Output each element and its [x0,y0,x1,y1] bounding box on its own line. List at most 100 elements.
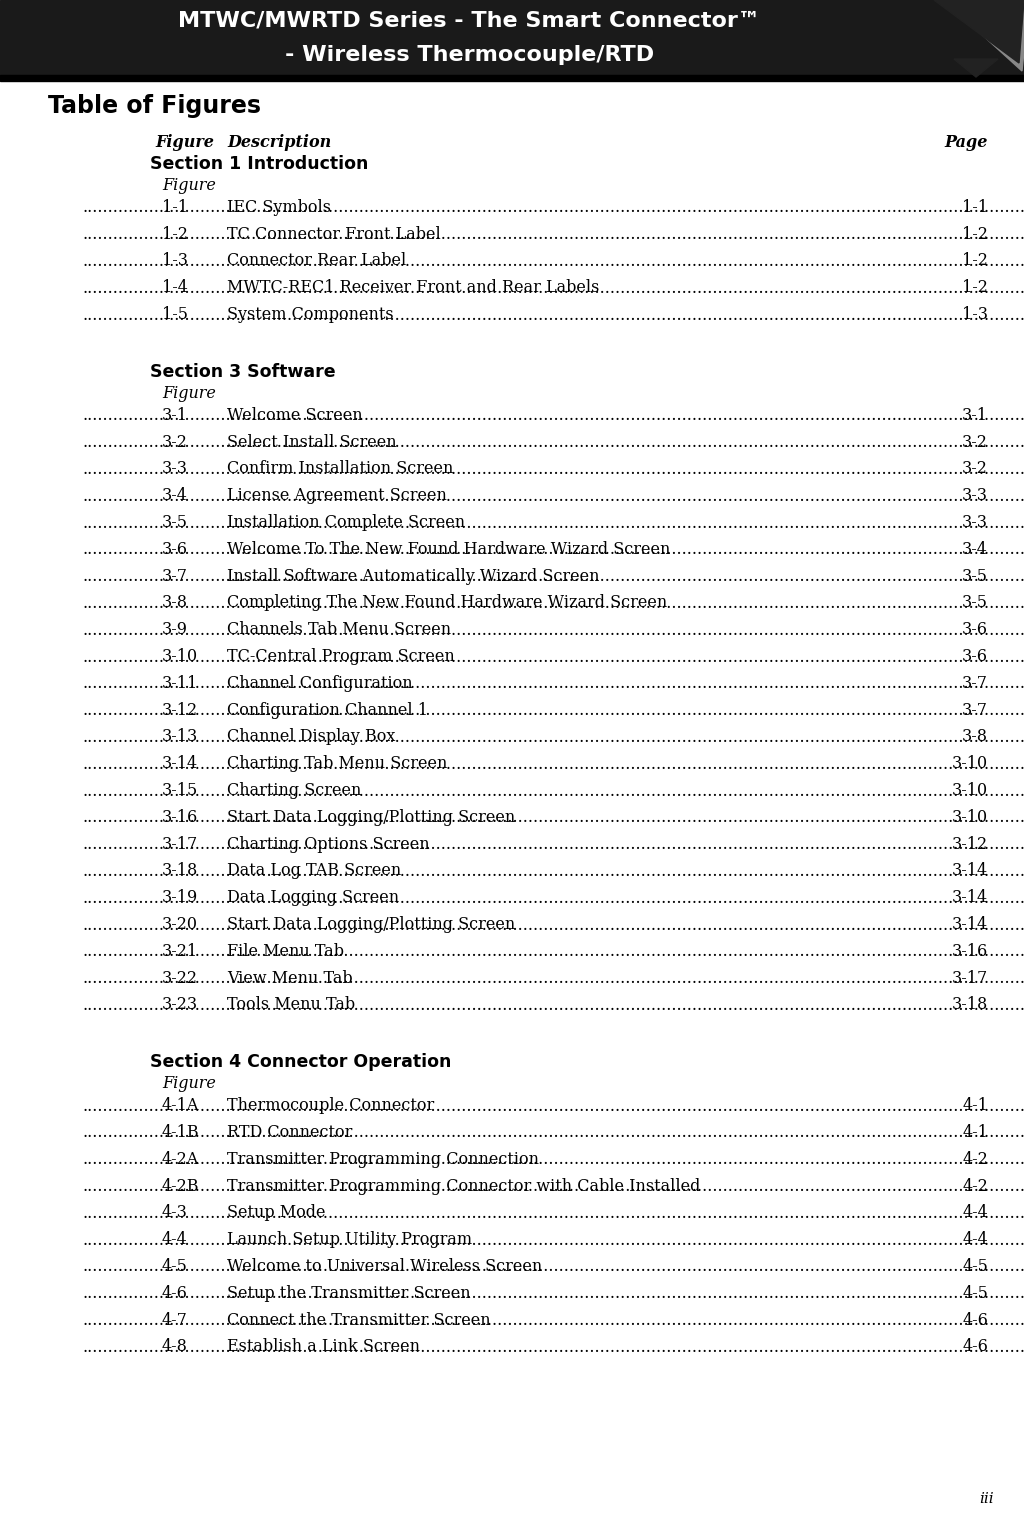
Text: Welcome Screen: Welcome Screen [227,406,362,423]
Text: ................................................................................: ........................................… [83,594,1024,611]
Text: 3-10: 3-10 [952,755,988,772]
Text: 3-13: 3-13 [162,729,199,746]
Text: 4-1: 4-1 [963,1125,988,1141]
Text: ................................................................................: ........................................… [83,703,1024,720]
Text: Completing The New Found Hardware Wizard Screen: Completing The New Found Hardware Wizard… [227,594,668,611]
Text: 3-3: 3-3 [162,460,188,477]
Text: 3-18: 3-18 [162,862,199,880]
Text: - Wireless Thermocouple/RTD: - Wireless Thermocouple/RTD [285,44,654,66]
Text: 3-8: 3-8 [962,729,988,746]
Text: Setup Mode: Setup Mode [227,1204,326,1221]
Text: 4-8: 4-8 [162,1339,187,1355]
Text: Connector Rear Label: Connector Rear Label [227,252,407,269]
Text: Figure: Figure [162,385,216,402]
Text: 1-4: 1-4 [162,280,187,296]
Text: ................................................................................: ........................................… [83,863,1024,880]
Text: 3-23: 3-23 [162,996,198,1013]
Text: 1-2: 1-2 [963,226,988,243]
Text: License Agreement Screen: License Agreement Screen [227,487,446,504]
Text: 4-1: 4-1 [963,1097,988,1114]
Text: 4-5: 4-5 [963,1258,988,1274]
Text: 3-18: 3-18 [951,996,988,1013]
Text: 3-7: 3-7 [962,701,988,718]
Text: ................................................................................: ........................................… [83,1232,1024,1248]
Text: MWTC-REC1 Receiver Front and Rear Labels: MWTC-REC1 Receiver Front and Rear Labels [227,280,599,296]
Text: Section 4 Connector Operation: Section 4 Connector Operation [150,1053,452,1071]
Text: 3-12: 3-12 [952,836,988,853]
Text: ................................................................................: ........................................… [83,1097,1024,1115]
Text: ................................................................................: ........................................… [83,515,1024,532]
Text: ................................................................................: ........................................… [83,648,1024,666]
Text: 4-2B: 4-2B [162,1178,200,1195]
Text: 3-1: 3-1 [162,406,188,423]
Text: 4-5: 4-5 [162,1258,187,1274]
Text: Description: Description [227,133,331,150]
Text: 3-10: 3-10 [952,782,988,799]
Text: Setup the Transmitter Screen: Setup the Transmitter Screen [227,1285,471,1302]
Text: 3-6: 3-6 [962,648,988,665]
Text: 3-5: 3-5 [962,594,988,611]
Text: 3-2: 3-2 [162,434,187,451]
Text: ................................................................................: ........................................… [83,487,1024,504]
Text: 3-4: 3-4 [963,541,988,558]
Text: 3-6: 3-6 [962,622,988,639]
Text: 3-17: 3-17 [162,836,199,853]
Text: ................................................................................: ........................................… [83,943,1024,960]
Text: Launch Setup Utility Program: Launch Setup Utility Program [227,1232,472,1248]
Text: 4-6: 4-6 [162,1285,187,1302]
Text: ................................................................................: ........................................… [83,756,1024,773]
Text: ................................................................................: ........................................… [83,1313,1024,1329]
Text: ................................................................................: ........................................… [83,408,1024,425]
Text: Charting Screen: Charting Screen [227,782,361,799]
Text: Figure: Figure [155,133,214,150]
Text: 3-21: 3-21 [162,943,198,960]
Text: Section 3 Software: Section 3 Software [150,362,336,380]
Text: 3-22: 3-22 [162,970,198,987]
Text: 1-2: 1-2 [162,226,187,243]
Text: Data Logging Screen: Data Logging Screen [227,889,399,906]
Text: System Components: System Components [227,306,393,322]
Text: ................................................................................: ........................................… [83,541,1024,558]
Text: TC Connector Front Label: TC Connector Front Label [227,226,440,243]
Text: 1-5: 1-5 [162,306,188,322]
Text: Table of Figures: Table of Figures [48,93,261,118]
Text: 3-2: 3-2 [963,434,988,451]
Text: ................................................................................: ........................................… [83,307,1024,324]
Text: 3-10: 3-10 [952,808,988,825]
Text: ................................................................................: ........................................… [83,782,1024,799]
Text: Section 1 Introduction: Section 1 Introduction [150,154,369,173]
Text: 3-16: 3-16 [951,943,988,960]
Text: 1-1: 1-1 [162,199,188,215]
Text: ................................................................................: ........................................… [83,1285,1024,1302]
Text: 1-2: 1-2 [963,252,988,269]
Text: 3-7: 3-7 [962,675,988,692]
Text: ................................................................................: ........................................… [83,729,1024,746]
Text: 4-2: 4-2 [963,1178,988,1195]
Text: 4-2: 4-2 [963,1151,988,1167]
Text: Channel Configuration: Channel Configuration [227,675,413,692]
Text: 4-2A: 4-2A [162,1151,200,1167]
Text: ................................................................................: ........................................… [83,970,1024,987]
Text: ................................................................................: ........................................… [83,226,1024,243]
Text: Start Data Logging/Plotting Screen: Start Data Logging/Plotting Screen [227,917,515,934]
Text: 3-4: 3-4 [162,487,187,504]
Text: 3-10: 3-10 [162,648,198,665]
Text: ................................................................................: ........................................… [83,1151,1024,1169]
Text: 3-3: 3-3 [962,487,988,504]
Text: ................................................................................: ........................................… [83,996,1024,1015]
Text: View Menu Tab: View Menu Tab [227,970,352,987]
Text: 4-1A: 4-1A [162,1097,200,1114]
Text: 1-1: 1-1 [962,199,988,215]
Text: 3-2: 3-2 [963,460,988,477]
Text: Start Data Logging/Plotting Screen: Start Data Logging/Plotting Screen [227,808,515,825]
Text: Welcome to Universal Wireless Screen: Welcome to Universal Wireless Screen [227,1258,543,1274]
Text: 3-14: 3-14 [162,755,198,772]
Text: 4-3: 4-3 [162,1204,187,1221]
Text: Charting Tab Menu Screen: Charting Tab Menu Screen [227,755,447,772]
Text: 3-16: 3-16 [162,808,199,825]
Text: ................................................................................: ........................................… [83,254,1024,270]
Text: ................................................................................: ........................................… [83,568,1024,585]
Text: IEC Symbols: IEC Symbols [227,199,331,215]
Text: ................................................................................: ........................................… [83,1259,1024,1276]
Text: 4-4: 4-4 [963,1232,988,1248]
